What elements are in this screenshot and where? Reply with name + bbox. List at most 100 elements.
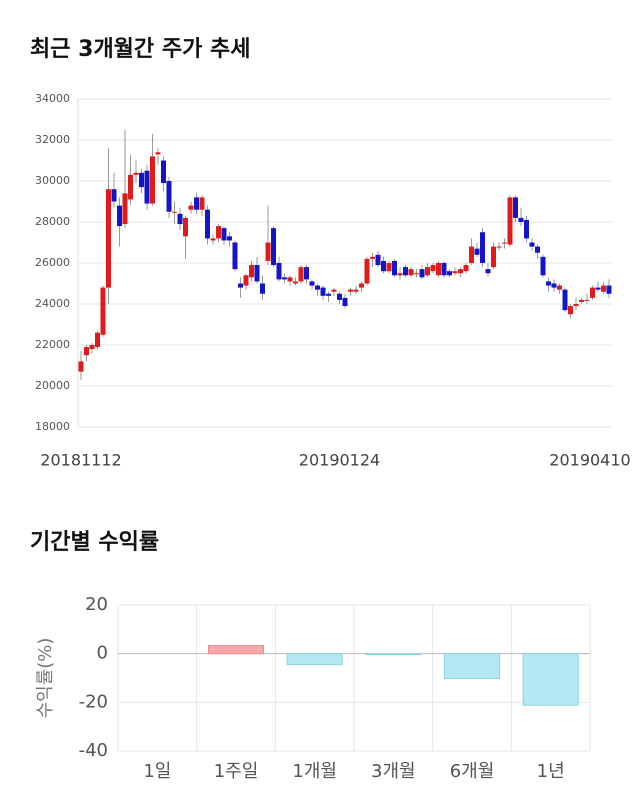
bar xyxy=(522,653,579,706)
y-tick-label: 24000 xyxy=(35,297,70,310)
candle-body xyxy=(579,299,584,302)
candle-body xyxy=(430,265,436,272)
candle-body xyxy=(392,260,397,276)
x-tick-label: 20190124 xyxy=(299,451,380,470)
candle-body xyxy=(408,269,414,276)
candle-body xyxy=(513,197,518,218)
candle-body xyxy=(342,297,348,307)
x-tick-label: 1개월 xyxy=(292,761,337,782)
y-tick-label: 18000 xyxy=(35,420,70,433)
y-tick-label: 0 xyxy=(97,643,108,664)
y-tick-label: -40 xyxy=(79,740,108,761)
candle-body xyxy=(95,332,100,348)
candle-body xyxy=(606,285,612,294)
candle-body xyxy=(491,246,496,268)
candle-body xyxy=(403,267,408,276)
candle-body xyxy=(199,197,205,210)
candle-body xyxy=(326,293,331,296)
candle-body xyxy=(458,269,463,274)
candle-body xyxy=(249,265,254,278)
candle-body xyxy=(183,217,188,237)
bar xyxy=(365,653,422,656)
candle-body xyxy=(243,275,249,286)
candle-body xyxy=(276,263,282,280)
y-tick-label: -20 xyxy=(79,691,108,712)
candle-body xyxy=(474,248,480,255)
candle-body xyxy=(216,226,221,239)
candle-body xyxy=(128,174,133,200)
x-tick-label: 1주일 xyxy=(214,761,259,782)
candle-body xyxy=(331,289,337,292)
x-tick-label: 20181112 xyxy=(40,451,121,470)
candle-body xyxy=(397,273,403,276)
candle-body xyxy=(601,285,606,292)
candle-body xyxy=(546,281,551,286)
candle-body xyxy=(568,306,573,315)
candle-body xyxy=(441,263,447,276)
candle-body xyxy=(210,238,216,241)
chart-title: 기간별 수익률 xyxy=(30,530,159,555)
candle-body xyxy=(304,267,309,280)
candle-body xyxy=(496,246,502,248)
candle-body xyxy=(309,281,315,286)
candle-body xyxy=(518,217,524,222)
candle-body xyxy=(315,285,320,290)
candle-body xyxy=(100,287,106,335)
y-tick-label: 34000 xyxy=(35,92,70,105)
candle-body xyxy=(144,170,150,204)
candle-body xyxy=(502,242,507,244)
candle-body xyxy=(106,189,111,288)
candle-body xyxy=(117,205,122,227)
candle-body xyxy=(452,271,458,274)
candle-body xyxy=(507,197,513,245)
candle-body xyxy=(573,304,579,307)
candle-body xyxy=(359,283,364,288)
candle-body xyxy=(375,254,381,266)
candle-body xyxy=(480,232,485,263)
candle-body xyxy=(150,156,155,204)
candle-body xyxy=(595,287,601,290)
candle-body xyxy=(177,213,183,225)
y-tick-label: 26000 xyxy=(35,256,70,269)
candle-body xyxy=(166,181,172,212)
candle-body xyxy=(584,299,590,301)
candle-body xyxy=(320,287,326,296)
bar xyxy=(286,653,343,666)
candle-body xyxy=(78,361,84,372)
candle-body xyxy=(238,283,243,288)
candle-body xyxy=(254,265,260,282)
x-tick-label: 20190410 xyxy=(549,451,630,470)
candle-body xyxy=(139,172,144,188)
bar xyxy=(207,645,265,655)
candle-body xyxy=(469,246,474,263)
y-tick-label: 22000 xyxy=(35,338,70,351)
candle-body xyxy=(188,205,194,210)
candle-body xyxy=(293,281,298,284)
x-tick-label: 6개월 xyxy=(450,761,495,782)
candle-body xyxy=(205,209,210,239)
y-tick-label: 28000 xyxy=(35,215,70,228)
candle-body xyxy=(370,256,375,259)
bar xyxy=(443,653,501,679)
candle-body xyxy=(298,267,304,282)
candle-body xyxy=(353,289,359,292)
candle-body xyxy=(485,269,491,274)
candle-body xyxy=(84,347,89,356)
candle-body xyxy=(232,242,238,270)
y-tick-label: 20000 xyxy=(35,379,70,392)
candle-body xyxy=(381,260,386,272)
candle-body xyxy=(155,152,161,155)
candle-body xyxy=(111,189,117,202)
x-tick-label: 3개월 xyxy=(371,761,416,782)
candle-body xyxy=(524,219,529,239)
chart-title: 최근 3개월간 주가 추세 xyxy=(30,37,250,62)
candle-body xyxy=(133,172,139,175)
y-axis-title: 수익률(%) xyxy=(35,638,56,719)
candle-body xyxy=(557,285,562,290)
candle-body xyxy=(436,263,441,276)
candle-body xyxy=(260,283,265,294)
candle-body xyxy=(282,277,287,280)
candle-body xyxy=(386,263,392,272)
